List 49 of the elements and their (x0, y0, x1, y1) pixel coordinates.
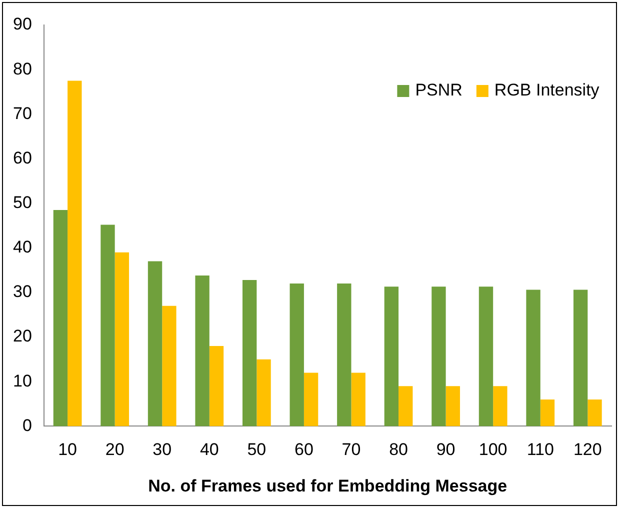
y-tick-label: 30 (12, 282, 32, 302)
x-axis-title: No. of Frames used for Embedding Message (148, 476, 508, 496)
legend-label: RGB Intensity (494, 80, 600, 100)
bar (540, 399, 555, 426)
bar (209, 346, 224, 426)
y-tick-label: 70 (12, 104, 32, 123)
legend-label: PSNR (415, 80, 462, 100)
bar (148, 261, 162, 426)
bar (337, 284, 352, 426)
bar (446, 386, 460, 426)
bar (432, 286, 446, 426)
y-tick-label: 60 (12, 148, 32, 168)
bar (242, 280, 257, 426)
x-tick-label: 50 (247, 440, 266, 460)
x-tick-label: 70 (342, 440, 361, 460)
x-tick-label: 80 (389, 440, 408, 460)
y-tick-label: 40 (12, 238, 32, 257)
x-tick-label: 90 (436, 440, 456, 460)
bar (256, 359, 271, 426)
y-tick-label: 0 (22, 416, 32, 435)
x-tick-label: 120 (573, 440, 602, 460)
y-tick-label: 90 (12, 14, 32, 34)
x-tick-label: 60 (294, 440, 314, 460)
bar (68, 80, 82, 426)
x-tick-label: 10 (58, 440, 78, 460)
y-tick-label: 50 (12, 193, 32, 212)
bar (398, 386, 413, 426)
bar (384, 286, 399, 426)
bar (493, 386, 508, 426)
bar (478, 286, 494, 426)
y-tick-label: 10 (12, 371, 32, 390)
bar (53, 210, 68, 426)
bar (573, 290, 588, 426)
bar (588, 399, 602, 426)
x-tick-label: 40 (200, 440, 219, 460)
bar (526, 290, 540, 426)
x-tick-label: 110 (526, 440, 554, 460)
bar (304, 372, 318, 426)
bar (351, 372, 366, 426)
x-tick-label: 100 (478, 440, 508, 460)
y-tick-label: 80 (12, 59, 32, 78)
bar (100, 224, 115, 426)
bar (290, 284, 304, 426)
y-tick-label: 20 (12, 326, 32, 346)
x-tick-label: 20 (105, 440, 124, 460)
bar (162, 306, 176, 426)
bar (114, 252, 130, 426)
bar (195, 276, 210, 426)
x-tick-label: 30 (152, 440, 172, 460)
